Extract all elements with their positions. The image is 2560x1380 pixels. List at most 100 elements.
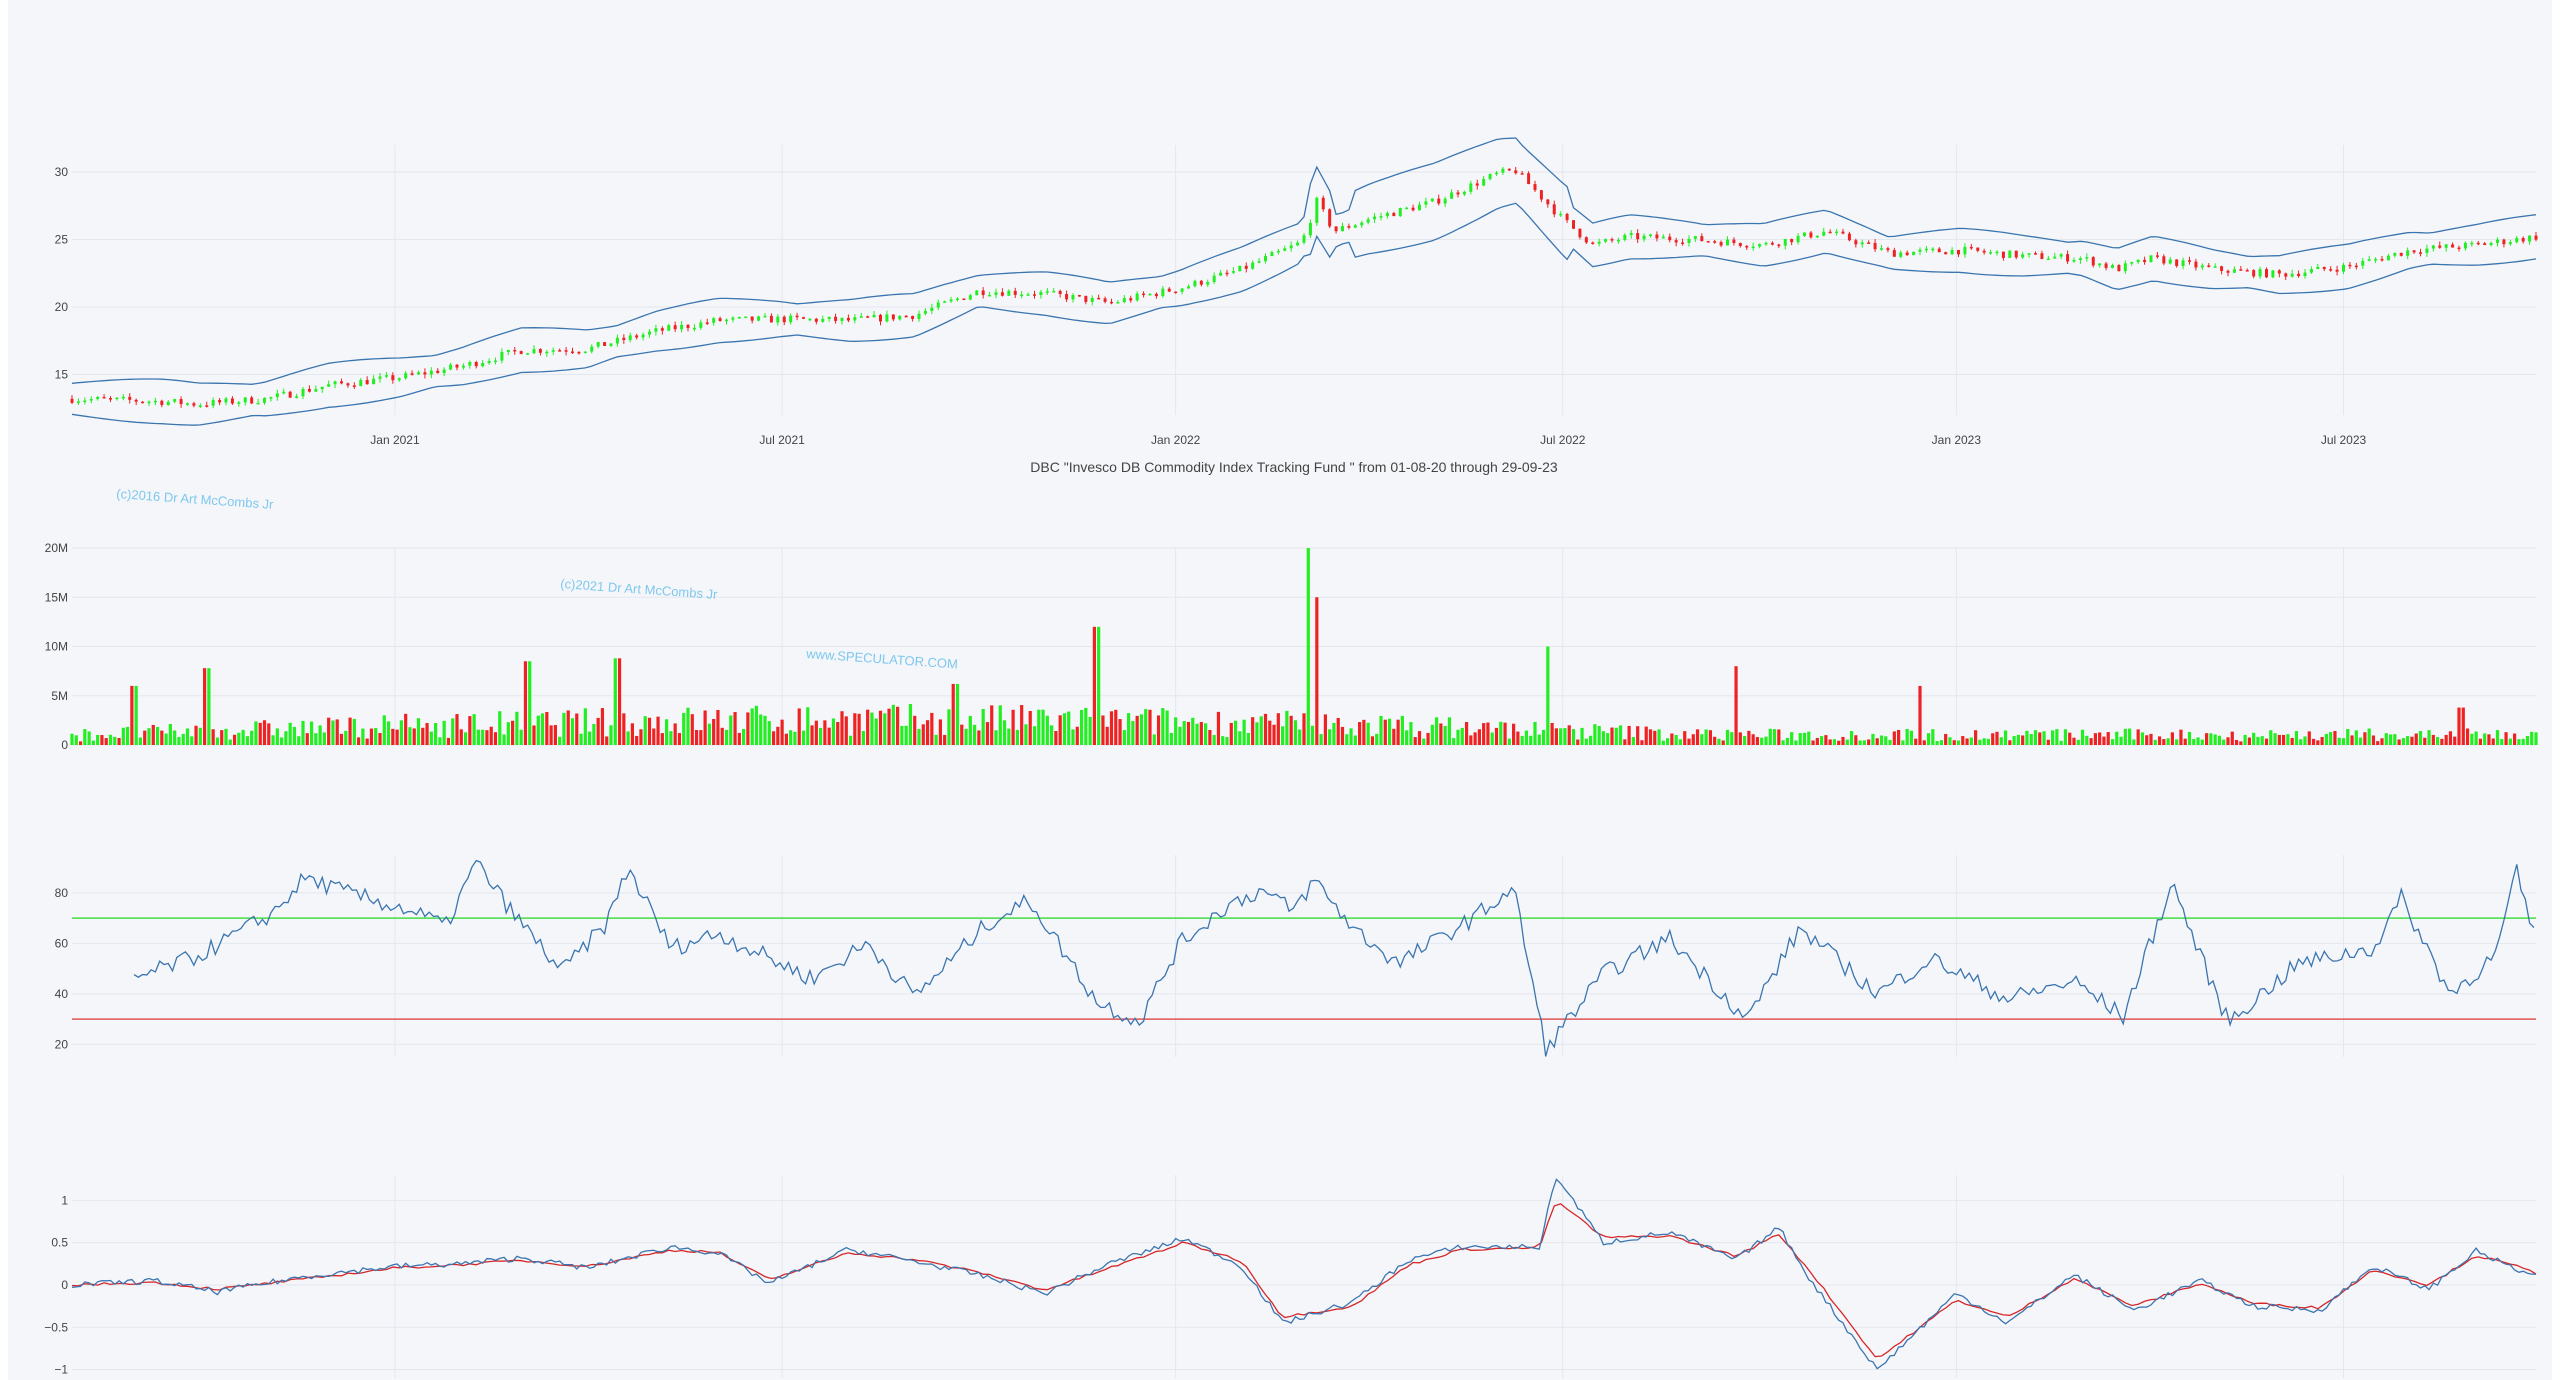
candle-body	[968, 295, 972, 300]
candle-body	[1084, 295, 1088, 302]
volume-bar	[960, 724, 964, 745]
volume-bar	[1255, 722, 1259, 745]
candle-body	[378, 376, 382, 379]
volume-bar	[1708, 730, 1712, 745]
volume-bar	[665, 719, 669, 745]
candle-body	[1976, 247, 1980, 251]
volume-bar	[476, 729, 480, 745]
y-tick-label: 25	[55, 233, 69, 247]
candle-body	[943, 301, 947, 303]
volume-bar	[1387, 718, 1392, 745]
volume-bar	[1370, 736, 1375, 745]
volume-bar	[301, 720, 305, 745]
volume-bar	[1152, 734, 1156, 745]
candle-body	[923, 310, 927, 314]
volume-bar	[1413, 737, 1417, 745]
volume-bar	[891, 704, 895, 745]
volume-bar	[660, 733, 664, 745]
volume-bar	[2388, 734, 2393, 745]
volume-bar	[1302, 713, 1306, 745]
candle-body	[1847, 233, 1851, 241]
candle-body	[1302, 235, 1306, 243]
volume-bar	[1931, 729, 1935, 745]
candle-body	[1071, 295, 1075, 300]
x-tick-label: Jan 2022	[1151, 433, 1201, 447]
volume-bar	[173, 730, 177, 745]
volume-bar	[750, 708, 754, 745]
volume-bar	[801, 730, 806, 745]
volume-bar	[1678, 739, 1683, 745]
volume-bar	[262, 720, 267, 745]
volume-bar	[1289, 715, 1293, 745]
volume-bar	[1182, 721, 1186, 745]
volume-bar	[630, 723, 634, 745]
candle-body	[2175, 259, 2179, 267]
volume-bar	[545, 711, 549, 745]
volume-bar	[1238, 731, 1242, 745]
candle-body	[1693, 236, 1697, 239]
y-tick-label: 40	[55, 987, 69, 1001]
volume-bar	[232, 734, 237, 745]
volume-bar	[1114, 709, 1118, 745]
volume-bar	[1952, 740, 1956, 745]
volume-bar	[425, 723, 429, 745]
volume-bar	[831, 718, 836, 745]
volume-bar	[493, 732, 498, 745]
volume-bar	[1409, 722, 1413, 745]
candle-body	[699, 322, 703, 328]
volume-bar	[2076, 739, 2080, 745]
candle-body	[211, 400, 215, 406]
candle-body	[795, 315, 799, 318]
volume-bar	[626, 731, 630, 745]
volume-bar	[1884, 736, 1888, 745]
candle-body	[840, 317, 844, 321]
volume-bar	[844, 716, 848, 745]
volume-bar	[669, 731, 673, 745]
candle-body	[2329, 269, 2333, 271]
candle-body	[1462, 191, 1466, 195]
candle-body	[538, 349, 542, 353]
volume-bar	[2123, 728, 2127, 745]
candle-body	[423, 372, 427, 375]
volume-bar	[2106, 732, 2110, 745]
volume-bar	[806, 707, 810, 745]
candle-body	[1020, 294, 1024, 297]
volume-bar	[1571, 729, 1576, 745]
candle-body	[2508, 242, 2512, 245]
candle-body	[2072, 259, 2076, 262]
volume-bar	[1251, 717, 1255, 745]
candle-body	[2149, 255, 2153, 263]
candle-body	[622, 337, 626, 341]
candle-body	[891, 314, 895, 320]
candle-body	[1777, 244, 1781, 247]
volume-bar	[2431, 734, 2435, 745]
candle-body	[506, 349, 510, 353]
volume-bar	[2423, 737, 2427, 745]
volume-bar	[1811, 740, 1815, 745]
volume-bar	[1841, 736, 1845, 745]
volume-bar	[823, 720, 827, 745]
volume-bar	[985, 722, 990, 745]
volume-bar	[421, 727, 425, 745]
volume-bar	[1426, 732, 1430, 745]
volume-bar	[2140, 732, 2145, 745]
volume-bar	[1695, 729, 1700, 745]
candle-body	[436, 370, 440, 374]
volume-bar	[656, 716, 660, 745]
candle-body	[2393, 252, 2397, 256]
volume-bar	[1982, 738, 1986, 745]
volume-bar	[292, 726, 297, 745]
volume-bar	[442, 720, 446, 745]
candle-body	[2136, 259, 2140, 263]
candle-body	[2284, 273, 2288, 277]
candle-body	[384, 375, 388, 377]
y-tick-label: 80	[55, 886, 69, 900]
volume-bar	[134, 685, 138, 745]
volume-bar	[1490, 732, 1494, 745]
volume-bar	[2311, 738, 2316, 745]
volume-bar	[686, 707, 690, 745]
volume-bar	[1589, 735, 1593, 745]
candle-body	[1995, 251, 1999, 254]
volume-bar	[2008, 740, 2012, 745]
candle-body	[481, 363, 485, 367]
